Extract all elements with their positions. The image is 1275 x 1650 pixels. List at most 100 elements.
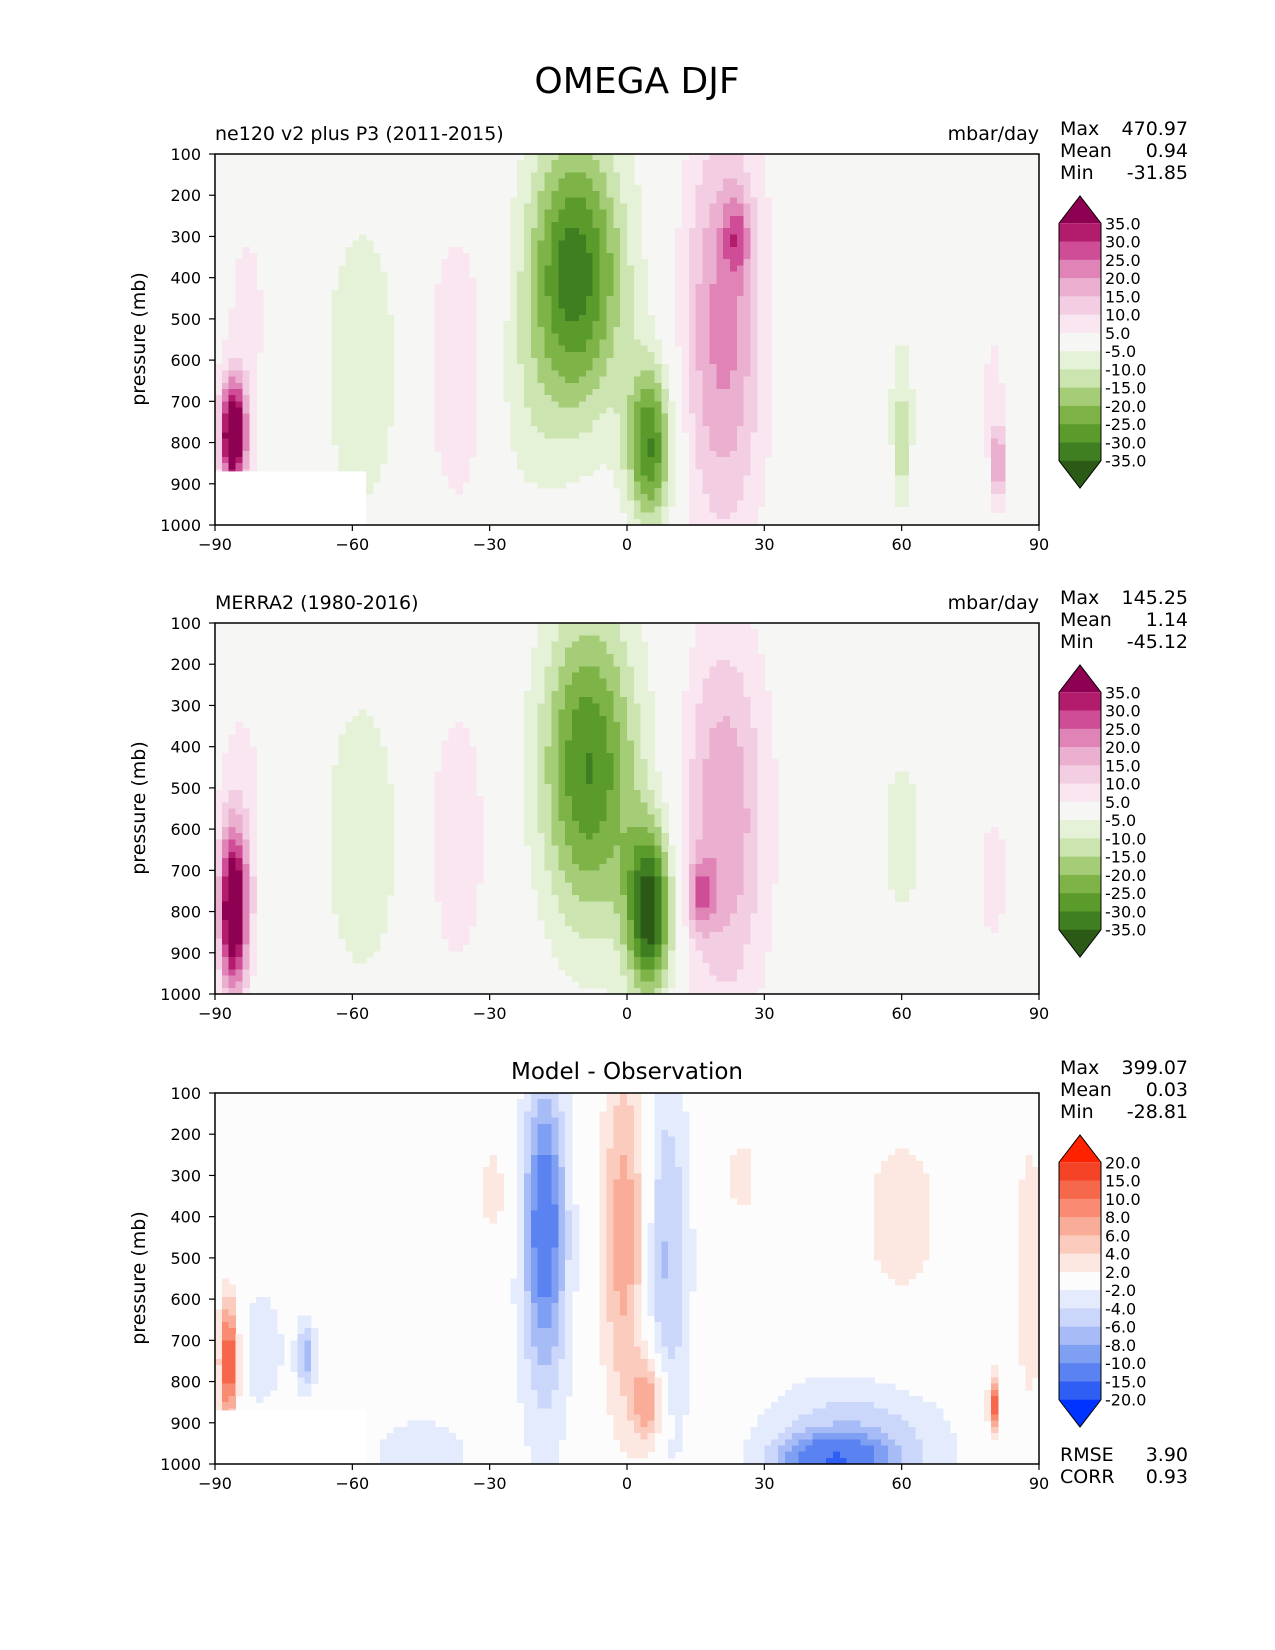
contour-cell [709, 895, 717, 902]
contour-cell [743, 765, 752, 772]
contour-cell [551, 820, 559, 828]
contour-cell [633, 629, 642, 636]
contour-cell [359, 388, 367, 396]
contour-cell [640, 740, 649, 748]
contour-cell [688, 771, 697, 779]
contour-cell [462, 358, 470, 365]
contour-cell [627, 629, 635, 636]
contour-cell [743, 759, 752, 766]
contour-cell [716, 240, 724, 248]
contour-cell [592, 290, 601, 297]
contour-cell [338, 290, 347, 297]
contour-cell [702, 494, 710, 501]
contour-cell [627, 209, 635, 217]
contour-cell [620, 506, 628, 514]
contour-cell [592, 771, 601, 779]
contour-cell [990, 407, 999, 415]
contour-cell [901, 882, 910, 890]
contour-cell [702, 358, 710, 365]
contour-cell [379, 277, 388, 285]
contour-cell [585, 413, 594, 421]
contour-cell [620, 864, 628, 871]
contour-cell [462, 876, 470, 884]
contour-cell [688, 882, 697, 890]
contour-cell [448, 271, 456, 279]
contour-cell [723, 234, 731, 242]
contour-cell [578, 827, 587, 834]
contour-cell [681, 277, 690, 285]
contour-cell [530, 703, 539, 711]
contour-cell [757, 345, 765, 353]
contour-cell [235, 857, 244, 865]
contour-cell [702, 512, 710, 520]
contour-cell [228, 351, 237, 359]
contour-cell [338, 845, 347, 853]
contour-cell [716, 209, 724, 217]
contour-cell [379, 438, 388, 446]
contour-cell [537, 469, 546, 477]
contour-cell [530, 475, 539, 483]
contour-cell [249, 746, 257, 754]
contour-cell [242, 845, 250, 853]
contour-cell [743, 833, 752, 841]
contour-cell [620, 426, 628, 433]
contour-cell [647, 771, 656, 779]
contour-cell [764, 308, 772, 316]
contour-cell [585, 450, 594, 458]
contour-cell [613, 827, 621, 834]
contour-cell [997, 888, 1006, 896]
contour-cell [524, 444, 532, 452]
contour-cell [730, 721, 738, 729]
contour-cell [620, 277, 628, 285]
contour-cell [592, 314, 601, 322]
contour-cell [551, 308, 559, 316]
contour-cell [723, 833, 731, 841]
contour-cell [613, 234, 621, 242]
contour-cell [627, 450, 635, 458]
contour-cell [352, 808, 360, 816]
contour-cell [640, 308, 649, 316]
contour-cell [730, 759, 738, 766]
contour-cell [565, 382, 573, 390]
contour-cell [338, 302, 347, 310]
contour-cell [585, 438, 594, 446]
contour-cell [242, 426, 250, 433]
contour-cell [723, 376, 731, 384]
contour-cell [524, 166, 532, 174]
contour-cell [434, 870, 443, 878]
contour-cell [249, 444, 257, 452]
contour-cell [654, 814, 662, 822]
contour-cell [894, 771, 903, 779]
contour-cell [524, 184, 532, 192]
contour-cell [709, 252, 717, 260]
contour-cell [249, 765, 257, 772]
contour-cell [654, 512, 662, 520]
contour-cell [730, 320, 738, 328]
contour-cell [551, 463, 559, 470]
contour-cell [530, 259, 539, 266]
contour-cell [338, 271, 347, 279]
contour-cell [558, 401, 566, 409]
contour-cell [997, 413, 1006, 421]
contour-cell [716, 895, 724, 902]
contour-cell [585, 296, 594, 303]
contour-cell [572, 166, 580, 174]
contour-cell [984, 876, 992, 884]
contour-cell [997, 845, 1006, 853]
contour-cell [599, 783, 607, 791]
contour-cell [702, 345, 710, 353]
contour-cell [455, 721, 463, 729]
contour-cell [757, 845, 765, 853]
contour-cell [661, 506, 669, 514]
contour-cell [681, 166, 690, 174]
contour-cell [633, 647, 642, 655]
contour-cell [730, 629, 738, 636]
contour-cell [757, 481, 765, 489]
contour-cell [620, 401, 628, 409]
contour-cell [379, 376, 388, 384]
contour-cell [613, 783, 621, 791]
contour-cell [750, 178, 759, 186]
contour-cell [565, 345, 573, 353]
contour-cell [757, 209, 765, 217]
contour-cell [627, 419, 635, 427]
